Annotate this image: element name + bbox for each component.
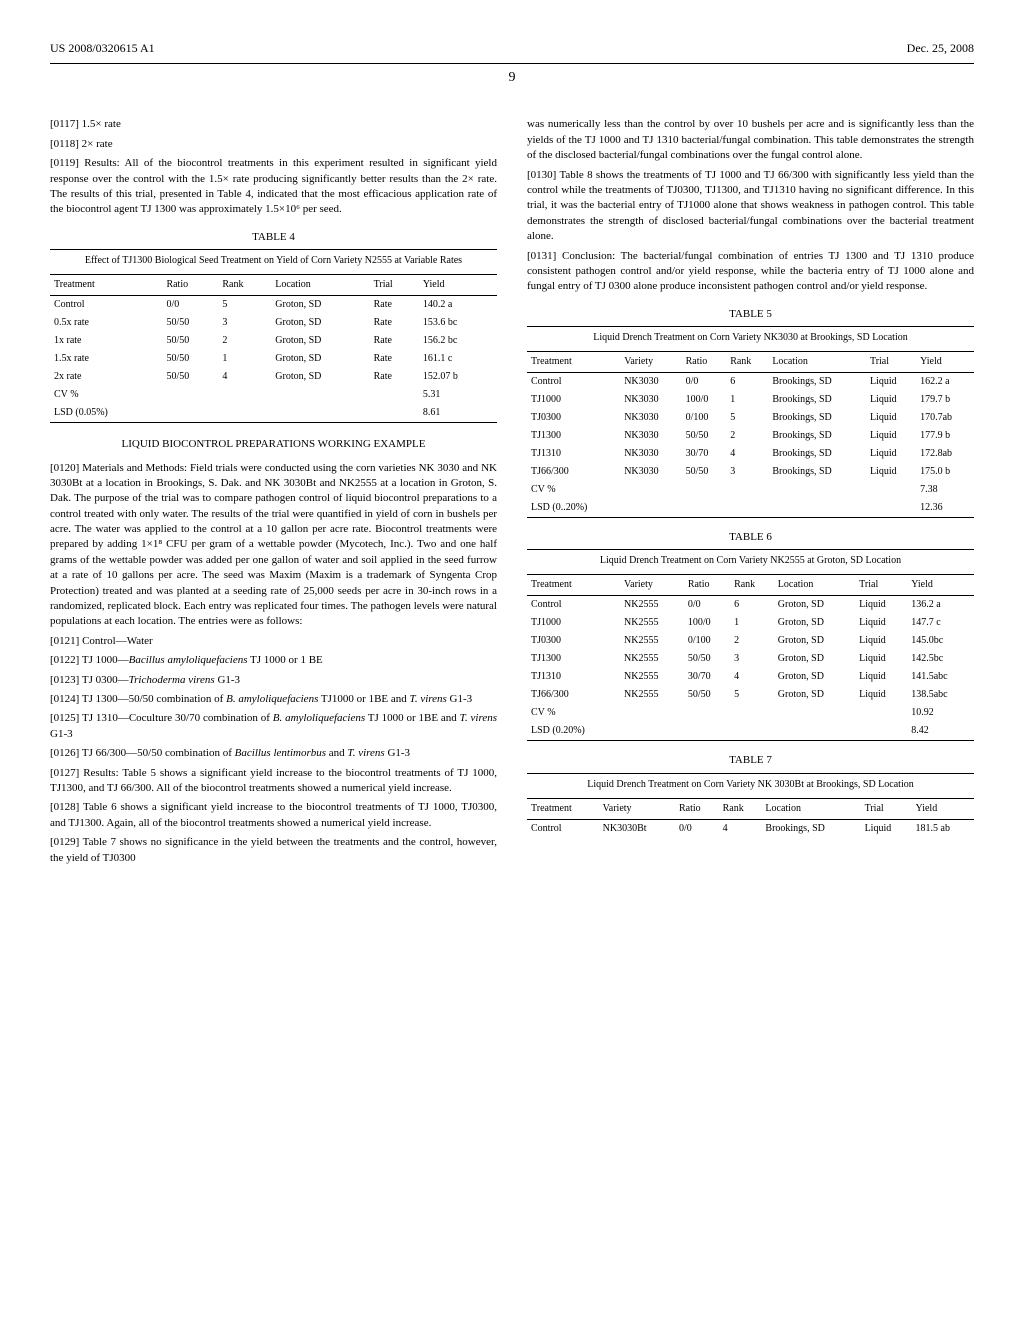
table-row: ControlNK25550/06Groton, SDLiquid136.2 a — [527, 596, 974, 615]
table-row: LSD (0.20%)8.42 — [527, 722, 974, 741]
para-0123: [0123] TJ 0300—Trichoderma virens G1-3 — [50, 673, 497, 688]
table-row: 0.5x rate50/503Groton, SDRate153.6 bc — [50, 314, 497, 332]
content-columns: [0117] 1.5× rate [0118] 2× rate [0119] R… — [50, 117, 974, 870]
table4-body: Control0/05Groton, SDRate140.2 a0.5x rat… — [50, 296, 497, 423]
table4-caption: Effect of TJ1300 Biological Seed Treatme… — [50, 249, 497, 275]
table7: Liquid Drench Treatment on Corn Variety … — [527, 773, 974, 838]
table4-col-2: Rank — [218, 275, 271, 296]
para-0118: [0118] 2× rate — [50, 137, 497, 152]
table5-body: ControlNK30300/06Brookings, SDLiquid162.… — [527, 373, 974, 518]
para-cont: was numerically less than the control by… — [527, 117, 974, 163]
table-row: TJ1000NK2555100/01Groton, SDLiquid147.7 … — [527, 614, 974, 632]
table-row: TJ1300NK255550/503Groton, SDLiquid142.5b… — [527, 650, 974, 668]
header-rule — [50, 63, 974, 64]
para-0127: [0127] Results: Table 5 shows a signific… — [50, 766, 497, 797]
para-0124: [0124] TJ 1300—50/50 combination of B. a… — [50, 692, 497, 707]
para-0129: [0129] Table 7 shows no significance in … — [50, 835, 497, 866]
para-0117: [0117] 1.5× rate — [50, 117, 497, 132]
table7-label: TABLE 7 — [527, 753, 974, 768]
table-row: ControlNK30300/06Brookings, SDLiquid162.… — [527, 373, 974, 392]
table-row: LSD (0..20%)12.36 — [527, 499, 974, 518]
page-header: US 2008/0320615 A1 Dec. 25, 2008 — [50, 40, 974, 57]
table7-caption: Liquid Drench Treatment on Corn Variety … — [527, 773, 974, 799]
table-row: CV %5.31 — [50, 386, 497, 404]
header-right: Dec. 25, 2008 — [907, 40, 974, 57]
header-left: US 2008/0320615 A1 — [50, 40, 155, 57]
table4-label: TABLE 4 — [50, 230, 497, 245]
table4-col-1: Ratio — [162, 275, 218, 296]
table4-col-5: Yield — [419, 275, 497, 296]
para-0125: [0125] TJ 1310—Coculture 30/70 combinati… — [50, 711, 497, 742]
left-column: [0117] 1.5× rate [0118] 2× rate [0119] R… — [50, 117, 497, 870]
para-0119: [0119] Results: All of the biocontrol tr… — [50, 156, 497, 218]
table6: Liquid Drench Treatment on Corn Variety … — [527, 549, 974, 741]
para-0130: [0130] Table 8 shows the treatments of T… — [527, 168, 974, 245]
para-0122: [0122] TJ 1000—Bacillus amyloliquefacien… — [50, 653, 497, 668]
table-row: Control0/05Groton, SDRate140.2 a — [50, 296, 497, 315]
table-row: TJ1310NK255530/704Groton, SDLiquid141.5a… — [527, 668, 974, 686]
table-row: TJ66/300NK303050/503Brookings, SDLiquid1… — [527, 463, 974, 481]
table-row: ControlNK3030Bt0/04Brookings, SDLiquid18… — [527, 819, 974, 838]
table6-body: ControlNK25550/06Groton, SDLiquid136.2 a… — [527, 596, 974, 741]
para-0121: [0121] Control—Water — [50, 634, 497, 649]
table-row: 1x rate50/502Groton, SDRate156.2 bc — [50, 332, 497, 350]
table-row: TJ1000NK3030100/01Brookings, SDLiquid179… — [527, 391, 974, 409]
table6-header-row: Treatment Variety Ratio Rank Location Tr… — [527, 575, 974, 596]
table6-label: TABLE 6 — [527, 530, 974, 545]
para-0131: [0131] Conclusion: The bacterial/fungal … — [527, 249, 974, 295]
page-number: 9 — [50, 68, 974, 88]
table-row: TJ1300NK303050/502Brookings, SDLiquid177… — [527, 427, 974, 445]
table5-header-row: Treatment Variety Ratio Rank Location Tr… — [527, 352, 974, 373]
table6-caption: Liquid Drench Treatment on Corn Variety … — [527, 549, 974, 575]
table-row: TJ1310NK303030/704Brookings, SDLiquid172… — [527, 445, 974, 463]
table4-col-4: Trial — [370, 275, 419, 296]
section-title: LIQUID BIOCONTROL PREPARATIONS WORKING E… — [50, 437, 497, 452]
table-row: TJ0300NK25550/1002Groton, SDLiquid145.0b… — [527, 632, 974, 650]
table-row: 2x rate50/504Groton, SDRate152.07 b — [50, 368, 497, 386]
table-row: 1.5x rate50/501Groton, SDRate161.1 c — [50, 350, 497, 368]
table-row: LSD (0.05%)8.61 — [50, 404, 497, 423]
table-row: TJ0300NK30300/1005Brookings, SDLiquid170… — [527, 409, 974, 427]
table-row: CV %10.92 — [527, 704, 974, 722]
para-0120: [0120] Materials and Methods: Field tria… — [50, 461, 497, 630]
table7-body: ControlNK3030Bt0/04Brookings, SDLiquid18… — [527, 819, 974, 838]
table4-header-row: Treatment Ratio Rank Location Trial Yiel… — [50, 275, 497, 296]
table5-caption: Liquid Drench Treatment on Corn Variety … — [527, 326, 974, 352]
table4-col-0: Treatment — [50, 275, 162, 296]
right-column: was numerically less than the control by… — [527, 117, 974, 870]
table-row: CV %7.38 — [527, 481, 974, 499]
table5-label: TABLE 5 — [527, 307, 974, 322]
para-0126: [0126] TJ 66/300—50/50 combination of Ba… — [50, 746, 497, 761]
para-0128: [0128] Table 6 shows a significant yield… — [50, 800, 497, 831]
table4-col-3: Location — [271, 275, 369, 296]
table5: Liquid Drench Treatment on Corn Variety … — [527, 326, 974, 518]
table7-header-row: Treatment Variety Ratio Rank Location Tr… — [527, 799, 974, 820]
table-row: TJ66/300NK255550/505Groton, SDLiquid138.… — [527, 686, 974, 704]
table4: Effect of TJ1300 Biological Seed Treatme… — [50, 249, 497, 423]
